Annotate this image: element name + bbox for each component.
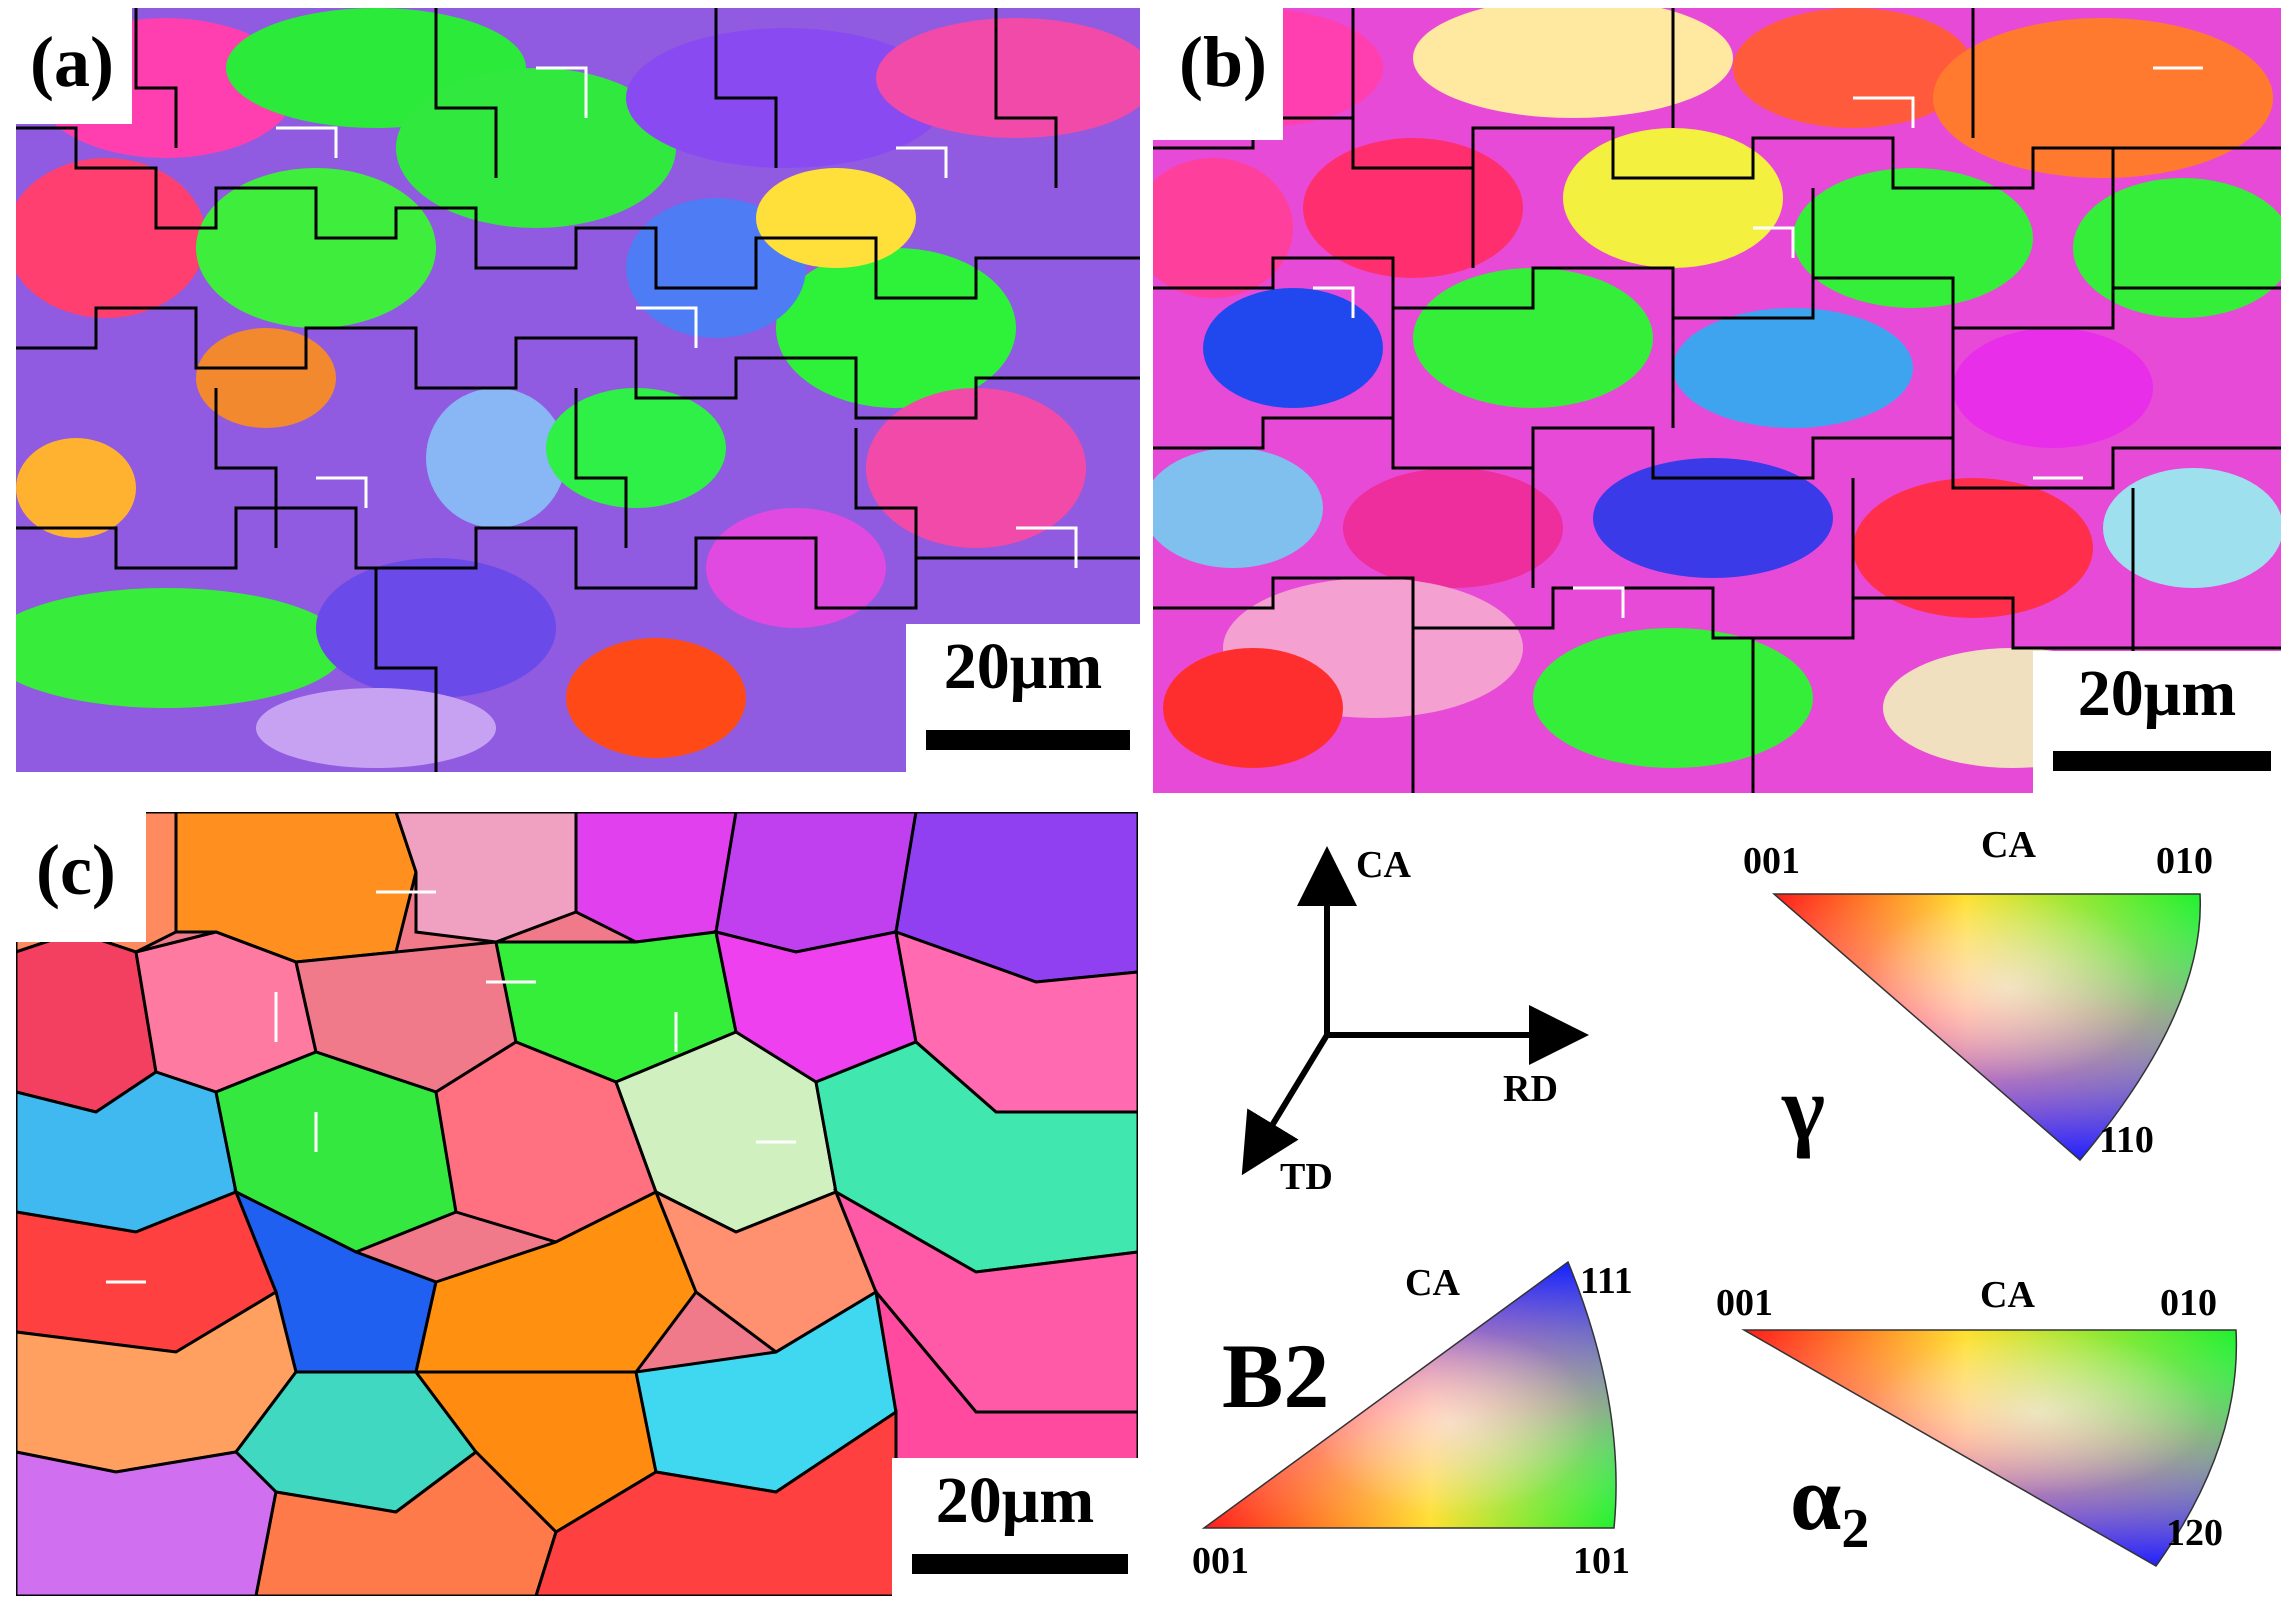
gamma-corner-001: 001 bbox=[1743, 840, 1800, 882]
ca-axis-label: CA bbox=[1356, 844, 1411, 886]
alpha2-phase-subscript: 2 bbox=[1841, 1498, 1870, 1560]
scale-bar-text-c: 20μm bbox=[935, 1464, 1095, 1537]
b2-corner-101: 101 bbox=[1573, 1540, 1630, 1582]
panel-label-b: (b) bbox=[1153, 8, 1283, 140]
alpha2-phase-base: α bbox=[1790, 1447, 1842, 1549]
scale-bar-line-a bbox=[926, 730, 1130, 750]
scale-bar-c: 20μm bbox=[892, 1458, 1138, 1596]
alpha2-phase-label: α2 bbox=[1790, 1452, 1869, 1557]
scale-bar-line-c bbox=[912, 1554, 1128, 1574]
ebsd-map-panel-a: (a) 20μm bbox=[16, 8, 1140, 772]
panel-label-c: (c) bbox=[16, 812, 146, 942]
ebsd-orientation-map-b bbox=[1153, 8, 2281, 793]
gamma-phase-label: γ bbox=[1782, 1057, 1826, 1159]
gamma-corner-010: 010 bbox=[2156, 840, 2213, 882]
scale-bar-line-b bbox=[2053, 751, 2271, 771]
b2-corner-111: 111 bbox=[1580, 1260, 1633, 1302]
scale-bar-b: 20μm bbox=[2033, 651, 2281, 793]
grain-layer-b bbox=[1153, 8, 2281, 793]
b2-corner-001: 001 bbox=[1192, 1540, 1249, 1582]
panel-label-a: (a) bbox=[16, 8, 132, 124]
grain-boundary-layer-b bbox=[1153, 8, 2281, 793]
ebsd-orientation-map-a bbox=[16, 8, 1140, 772]
alpha2-corner-001: 001 bbox=[1716, 1282, 1773, 1324]
scale-bar-a: 20μm bbox=[906, 624, 1140, 772]
alpha2-reference-ca: CA bbox=[1980, 1274, 2035, 1316]
gamma-corner-110: 110 bbox=[2099, 1119, 2154, 1161]
gamma-reference-ca: CA bbox=[1981, 824, 2036, 866]
coordinate-system-diagram bbox=[1241, 846, 1589, 1176]
td-axis-arrow bbox=[1241, 1033, 1330, 1176]
alpha2-corner-010: 010 bbox=[2160, 1282, 2217, 1324]
b2-reference-ca: CA bbox=[1405, 1262, 1460, 1304]
td-axis-label: TD bbox=[1280, 1156, 1333, 1198]
scale-bar-text-b: 20μm bbox=[2077, 657, 2237, 730]
b2-phase-label: B2 bbox=[1222, 1325, 1330, 1427]
ebsd-map-panel-b: (b) 20μm bbox=[1153, 8, 2281, 793]
ipf-triangle-alpha2 bbox=[1741, 1329, 2238, 1567]
scale-bar-text-a: 20μm bbox=[943, 630, 1103, 703]
alpha2-corner-120: 120 bbox=[2166, 1512, 2223, 1554]
rd-axis-label: RD bbox=[1503, 1068, 1558, 1110]
ipf-triangle-gamma bbox=[1771, 893, 2202, 1162]
ipf-triangle-b2 bbox=[1201, 1260, 1617, 1529]
ebsd-map-panel-c: (c) 20μm bbox=[16, 812, 1138, 1596]
